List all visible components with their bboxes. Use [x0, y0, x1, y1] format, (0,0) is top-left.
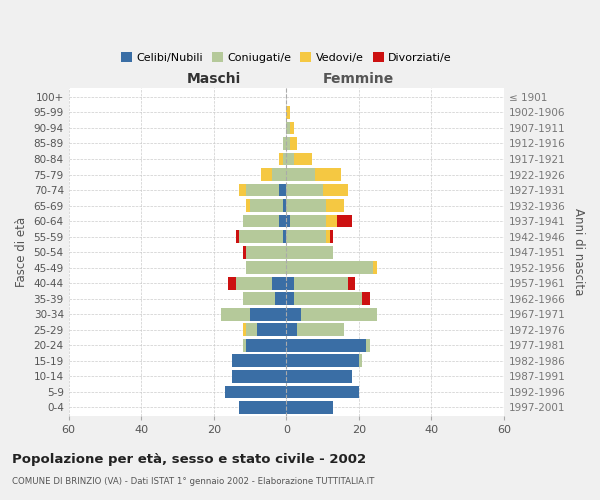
Bar — [279, 184, 286, 196]
Bar — [366, 339, 370, 351]
Bar — [236, 230, 239, 243]
Bar — [275, 292, 286, 305]
Text: Femmine: Femmine — [323, 72, 394, 86]
Bar — [348, 277, 355, 289]
Bar — [362, 292, 370, 305]
Bar — [286, 277, 293, 289]
Bar — [236, 277, 272, 289]
Bar — [297, 324, 344, 336]
Bar — [239, 401, 286, 414]
Bar — [286, 339, 366, 351]
Bar — [243, 214, 279, 228]
Text: Maschi: Maschi — [187, 72, 241, 86]
Bar — [286, 122, 290, 134]
Bar — [301, 308, 377, 320]
Bar — [286, 230, 326, 243]
Bar — [247, 184, 279, 196]
Bar — [286, 246, 334, 258]
Bar — [279, 152, 283, 166]
Text: COMUNE DI BRINZIO (VA) - Dati ISTAT 1° gennaio 2002 - Elaborazione TUTTITALIA.IT: COMUNE DI BRINZIO (VA) - Dati ISTAT 1° g… — [12, 478, 374, 486]
Bar — [232, 354, 286, 367]
Bar — [359, 354, 362, 367]
Bar — [250, 199, 283, 212]
Bar — [243, 292, 275, 305]
Bar — [286, 262, 373, 274]
Bar — [290, 122, 293, 134]
Bar — [286, 308, 301, 320]
Bar — [326, 199, 344, 212]
Bar — [286, 401, 334, 414]
Bar — [373, 262, 377, 274]
Bar — [286, 137, 290, 150]
Bar — [272, 168, 286, 181]
Bar — [326, 230, 330, 243]
Y-axis label: Anni di nascita: Anni di nascita — [572, 208, 585, 296]
Bar — [272, 277, 286, 289]
Bar — [283, 230, 286, 243]
Bar — [228, 277, 236, 289]
Bar — [293, 277, 348, 289]
Bar — [247, 246, 286, 258]
Bar — [247, 262, 286, 274]
Bar — [257, 324, 286, 336]
Bar — [323, 184, 348, 196]
Bar — [247, 339, 286, 351]
Bar — [239, 184, 247, 196]
Y-axis label: Fasce di età: Fasce di età — [15, 217, 28, 287]
Bar — [221, 308, 250, 320]
Bar — [283, 199, 286, 212]
Legend: Celibi/Nubili, Coniugati/e, Vedovi/e, Divorziati/e: Celibi/Nubili, Coniugati/e, Vedovi/e, Di… — [116, 48, 456, 68]
Bar — [293, 152, 311, 166]
Bar — [279, 214, 286, 228]
Bar — [283, 137, 286, 150]
Bar — [247, 199, 250, 212]
Bar — [243, 339, 247, 351]
Bar — [330, 230, 334, 243]
Bar — [232, 370, 286, 382]
Bar — [247, 324, 257, 336]
Bar — [286, 292, 293, 305]
Bar — [286, 386, 359, 398]
Text: Popolazione per età, sesso e stato civile - 2002: Popolazione per età, sesso e stato civil… — [12, 452, 366, 466]
Bar — [286, 324, 297, 336]
Bar — [283, 152, 286, 166]
Bar — [286, 106, 290, 119]
Bar — [290, 137, 297, 150]
Bar — [337, 214, 352, 228]
Bar — [243, 324, 247, 336]
Bar — [290, 214, 326, 228]
Bar — [239, 230, 283, 243]
Bar — [316, 168, 341, 181]
Bar — [286, 199, 326, 212]
Bar — [286, 354, 359, 367]
Bar — [261, 168, 272, 181]
Bar — [326, 214, 337, 228]
Bar — [286, 214, 290, 228]
Bar — [286, 184, 323, 196]
Bar — [286, 168, 316, 181]
Bar — [286, 152, 293, 166]
Bar — [293, 292, 362, 305]
Bar — [286, 370, 352, 382]
Bar — [224, 386, 286, 398]
Bar — [243, 246, 247, 258]
Bar — [250, 308, 286, 320]
